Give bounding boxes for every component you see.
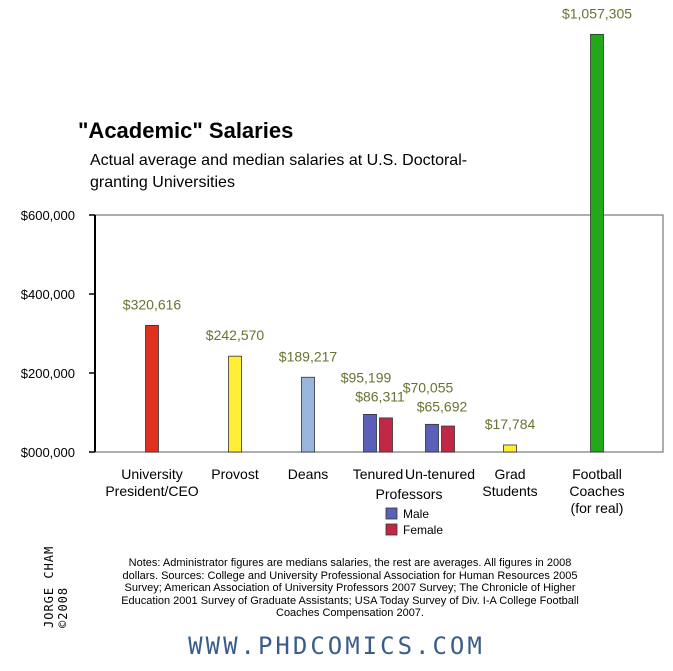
bar — [379, 417, 393, 453]
legend-label: Female — [403, 523, 443, 537]
notes-text: Notes: Administrator figures are medians… — [121, 557, 579, 619]
bar — [228, 355, 242, 453]
y-tick-label: $200,000 — [21, 366, 75, 381]
bar — [503, 444, 517, 453]
bar — [301, 376, 315, 453]
bar — [441, 425, 455, 453]
bar — [425, 423, 439, 453]
y-tick-label: $600,000 — [21, 208, 75, 223]
x-category-label: Students — [482, 483, 537, 499]
x-group-label: Professors — [376, 486, 443, 502]
bar-value-label: $70,055 — [403, 379, 454, 395]
x-category-label: Football — [572, 466, 622, 482]
legend-swatch — [385, 523, 398, 536]
bar-value-label: $320,616 — [123, 296, 182, 312]
x-category-label: University — [121, 466, 182, 482]
x-category-label: (for real) — [571, 500, 624, 516]
bar-value-label: $189,217 — [279, 348, 338, 364]
site-url[interactable]: WWW.PHDCOMICS.COM — [188, 632, 485, 660]
x-category-label: Tenured — [353, 466, 404, 482]
plot-frame — [94, 214, 664, 453]
legend-swatch — [385, 507, 398, 520]
author-signature: JORGE CHAM ©2008 — [42, 545, 70, 628]
bar — [590, 33, 604, 453]
x-category-label: Grad — [494, 466, 525, 482]
x-category-label: Un-tenured — [405, 466, 475, 482]
bar-value-label: $65,692 — [417, 398, 468, 414]
bar — [145, 324, 159, 453]
chart-title: "Academic" Salaries — [78, 118, 294, 143]
y-tick-label: $400,000 — [21, 287, 75, 302]
y-tick-label: $000,000 — [21, 445, 75, 460]
bar-value-label: $242,570 — [206, 327, 265, 343]
x-category-label: Provost — [211, 466, 259, 482]
chart-subtitle: Actual average and median salaries at U.… — [90, 152, 468, 191]
x-category-label: President/CEO — [105, 483, 198, 499]
bar-value-label: $86,311 — [355, 388, 405, 404]
x-category-label: Coaches — [569, 483, 624, 499]
bar — [363, 413, 377, 453]
bar-value-label: $1,057,305 — [562, 5, 632, 21]
bar-value-label: $17,784 — [485, 416, 536, 432]
x-category-label: Deans — [288, 466, 328, 482]
bar-value-label: $95,199 — [341, 369, 392, 385]
legend-label: Male — [403, 507, 429, 521]
